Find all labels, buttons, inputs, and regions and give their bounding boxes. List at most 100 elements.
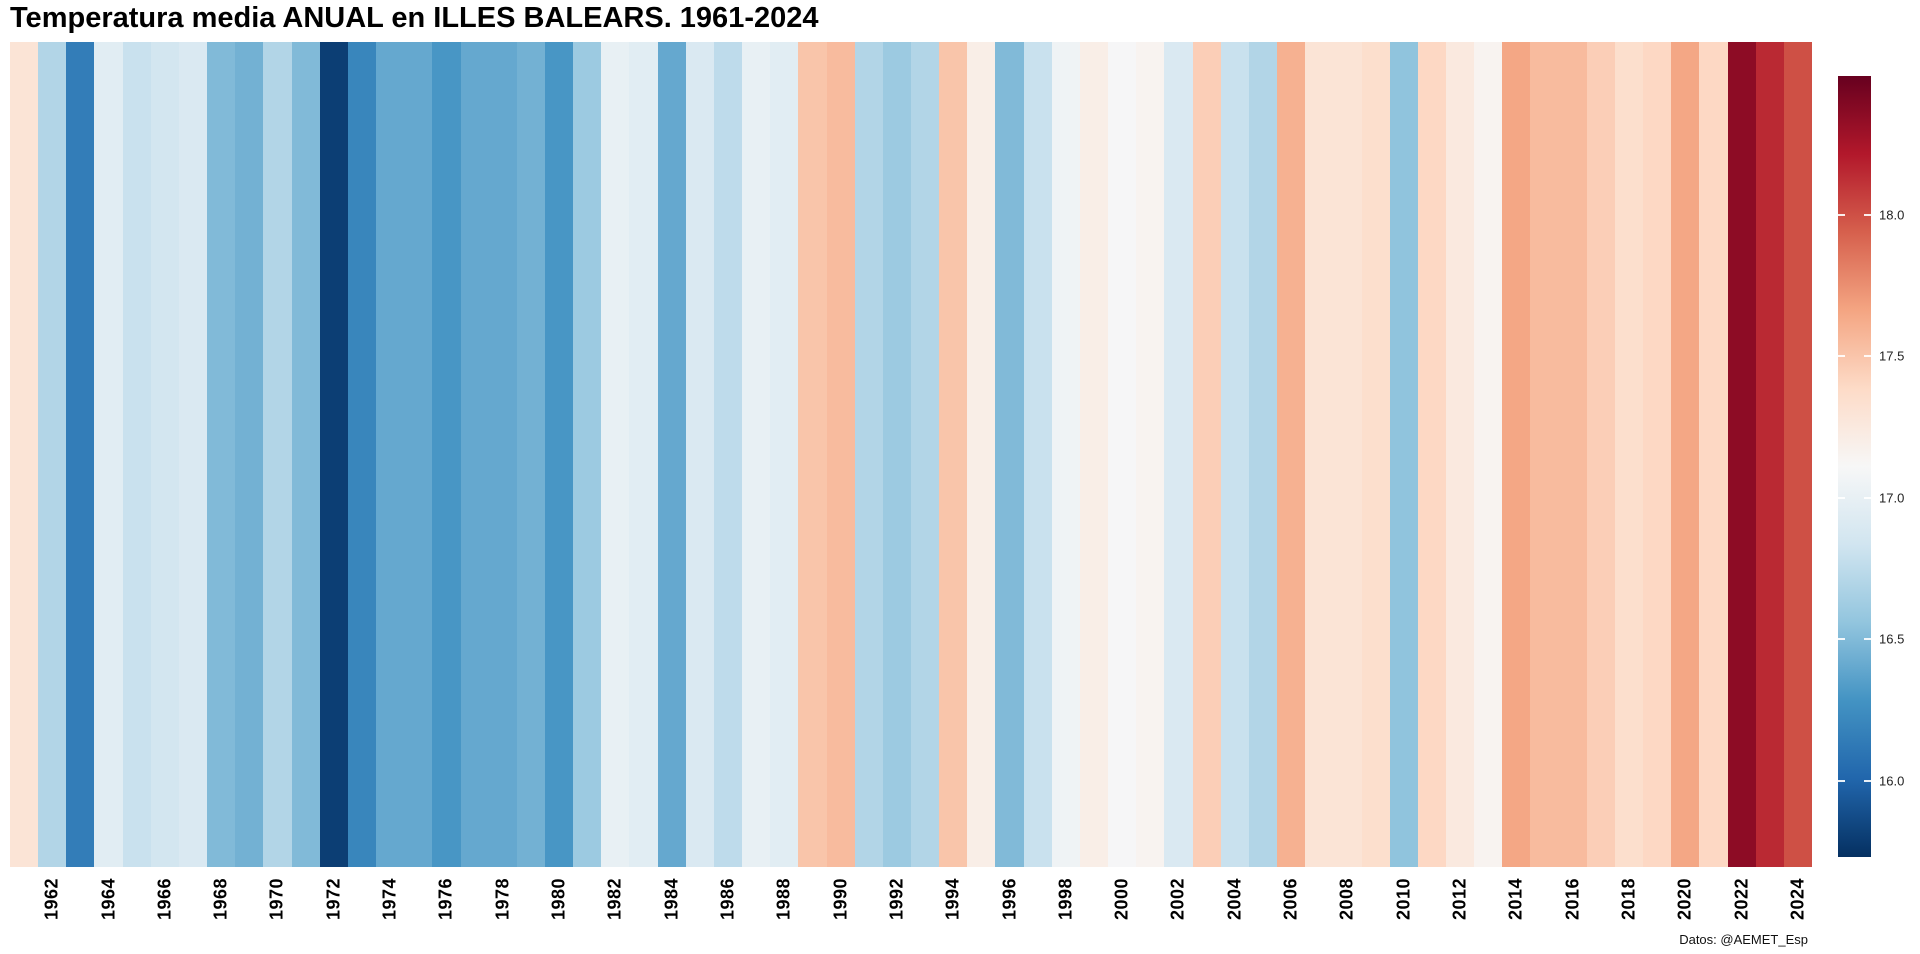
colorbar-tick-label-18.0: 18.0: [1879, 207, 1905, 223]
year-stripe-2004: [1220, 42, 1249, 867]
x-tick-label-2014: 2014: [1505, 878, 1526, 921]
colorbar-gradient: [1838, 76, 1871, 857]
year-stripe-1968: [207, 42, 236, 867]
year-stripe-2014: [1502, 42, 1531, 867]
year-stripe-1988: [770, 42, 799, 867]
year-stripe-2003: [1192, 42, 1221, 867]
colorbar-tick-mark: [1838, 779, 1845, 782]
colorbar-tick-mark: [1864, 779, 1871, 782]
year-stripe-1999: [1079, 42, 1109, 867]
year-stripe-1986: [713, 42, 743, 867]
x-tick-label-1990: 1990: [830, 878, 851, 921]
year-stripe-1961: [10, 42, 39, 867]
x-axis: 1962 1964 1966 1968 1970 1972 1974 1976 1978 1980…: [10, 873, 1812, 935]
year-stripe-1977: [460, 42, 489, 867]
year-stripe-1979: [516, 42, 545, 867]
colorbar-tick-mark: [1838, 213, 1845, 216]
year-stripe-2012: [1445, 42, 1475, 867]
year-stripe-2009: [1361, 42, 1390, 867]
year-stripe-2019: [1643, 42, 1672, 867]
x-tick-label-2012: 2012: [1449, 878, 1470, 921]
x-tick-label-2000: 2000: [1111, 878, 1132, 921]
year-stripe-2007: [1305, 42, 1334, 867]
year-stripe-1996: [995, 42, 1024, 867]
x-tick-label-1974: 1974: [379, 878, 400, 921]
x-tick-label-1980: 1980: [548, 878, 569, 921]
year-stripe-1976: [432, 42, 461, 867]
x-tick-label-1992: 1992: [886, 878, 907, 921]
x-tick-label-2002: 2002: [1167, 878, 1188, 921]
colorbar-tick-mark: [1864, 638, 1871, 641]
x-tick-label-1996: 1996: [999, 878, 1020, 921]
year-stripe-2015: [1530, 42, 1559, 867]
year-stripe-1987: [742, 42, 771, 867]
year-stripe-1962: [38, 42, 67, 867]
year-stripe-2001: [1136, 42, 1165, 867]
x-tick-label-1988: 1988: [773, 878, 794, 921]
year-stripe-2024: [1783, 42, 1812, 867]
colorbar-tick-label-17.5: 17.5: [1879, 348, 1905, 364]
year-stripe-1989: [798, 42, 827, 867]
x-tick-label-1994: 1994: [942, 878, 963, 921]
chart-title: Temperatura media ANUAL en ILLES BALEARS…: [10, 2, 819, 34]
year-stripe-2018: [1614, 42, 1644, 867]
year-stripe-1973: [347, 42, 377, 867]
year-stripe-2000: [1108, 42, 1137, 867]
x-tick-label-2022: 2022: [1731, 878, 1752, 921]
year-stripe-2008: [1333, 42, 1362, 867]
year-stripe-1964: [94, 42, 123, 867]
colorbar-tick-label-16.0: 16.0: [1879, 773, 1905, 789]
year-stripe-1982: [601, 42, 630, 867]
year-stripe-1967: [178, 42, 208, 867]
year-stripe-1970: [263, 42, 292, 867]
year-stripe-1963: [66, 42, 95, 867]
x-tick-label-2016: 2016: [1562, 878, 1583, 921]
colorbar-tick-mark: [1838, 355, 1845, 358]
year-stripe-2006: [1277, 42, 1306, 867]
colorbar-tick-mark: [1864, 355, 1871, 358]
year-stripe-2011: [1417, 42, 1446, 867]
x-tick-label-1982: 1982: [604, 878, 625, 921]
year-stripe-2020: [1671, 42, 1700, 867]
x-tick-label-2020: 2020: [1674, 878, 1695, 921]
x-tick-label-1998: 1998: [1055, 878, 1076, 921]
x-tick-label-2024: 2024: [1787, 878, 1808, 921]
x-tick-label-2010: 2010: [1393, 878, 1414, 921]
x-tick-label-1968: 1968: [210, 878, 231, 921]
x-tick-label-2008: 2008: [1336, 878, 1357, 921]
x-tick-label-2006: 2006: [1280, 878, 1301, 921]
colorbar-tick-mark: [1864, 496, 1871, 499]
year-stripe-2013: [1474, 42, 1503, 867]
year-stripe-2021: [1699, 42, 1728, 867]
x-tick-label-1972: 1972: [323, 878, 344, 921]
data-source-caption: Datos: @AEMET_Esp: [1679, 932, 1808, 947]
colorbar-tick-label-17.0: 17.0: [1879, 490, 1905, 506]
colorbar: 18.0 17.5 17.0 16.5 16.0: [1838, 76, 1920, 857]
year-stripe-1966: [150, 42, 179, 867]
year-stripe-1974: [376, 42, 405, 867]
year-stripe-2017: [1586, 42, 1615, 867]
year-stripe-1998: [1051, 42, 1080, 867]
year-stripe-2023: [1755, 42, 1784, 867]
year-stripe-1990: [826, 42, 855, 867]
year-stripe-1985: [685, 42, 714, 867]
colorbar-tick-mark: [1838, 496, 1845, 499]
x-tick-label-2018: 2018: [1618, 878, 1639, 921]
colorbar-tick-mark: [1838, 638, 1845, 641]
x-tick-label-1986: 1986: [717, 878, 738, 921]
x-tick-label-1966: 1966: [154, 878, 175, 921]
x-tick-label-1964: 1964: [98, 878, 119, 921]
year-stripe-2022: [1727, 42, 1756, 867]
year-stripe-1975: [404, 42, 433, 867]
year-stripe-1991: [854, 42, 883, 867]
year-stripe-1980: [544, 42, 574, 867]
x-tick-label-1970: 1970: [266, 878, 287, 921]
year-stripe-2002: [1164, 42, 1193, 867]
year-stripe-1984: [657, 42, 686, 867]
year-stripe-1965: [122, 42, 151, 867]
x-tick-label-1976: 1976: [435, 878, 456, 921]
stripes-plot: [10, 42, 1812, 867]
colorbar-tick-label-16.5: 16.5: [1879, 631, 1905, 647]
year-stripe-2016: [1558, 42, 1587, 867]
